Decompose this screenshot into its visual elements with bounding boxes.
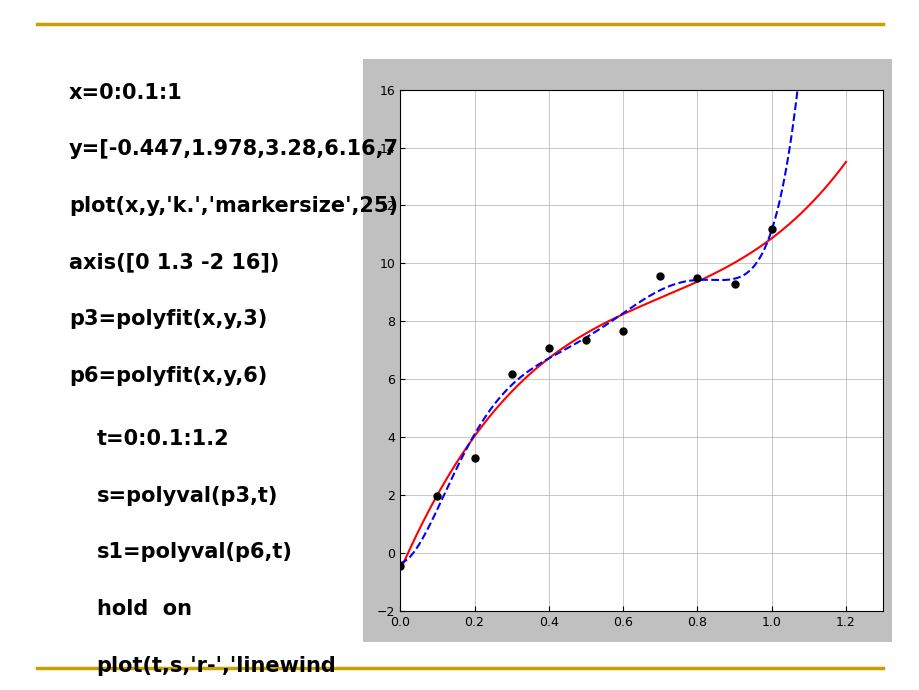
- Text: y=[-0.447,1.978,3.28,6.16,7.08,7.34,7.66,9.56,9.48,9.3,11.2]: y=[-0.447,1.978,3.28,6.16,7.08,7.34,7.66…: [69, 139, 786, 159]
- Text: t=0:0.1:1.2: t=0:0.1:1.2: [96, 429, 229, 449]
- FancyBboxPatch shape: [363, 59, 891, 642]
- Text: p6=polyfit(x,y,6): p6=polyfit(x,y,6): [69, 366, 267, 386]
- Text: p3=polyfit(x,y,3): p3=polyfit(x,y,3): [69, 309, 267, 329]
- Text: x=0:0.1:1: x=0:0.1:1: [69, 83, 183, 103]
- Text: hold  on: hold on: [96, 599, 191, 619]
- Text: plot(t,s,'r-','linewind: plot(t,s,'r-','linewind: [96, 656, 336, 676]
- Text: s1=polyval(p6,t): s1=polyval(p6,t): [96, 542, 292, 562]
- Text: s=polyval(p3,t): s=polyval(p3,t): [96, 486, 278, 506]
- Text: plot(x,y,'k.','markersize',25): plot(x,y,'k.','markersize',25): [69, 196, 398, 216]
- Text: axis([0 1.3 -2 16]): axis([0 1.3 -2 16]): [69, 253, 279, 273]
